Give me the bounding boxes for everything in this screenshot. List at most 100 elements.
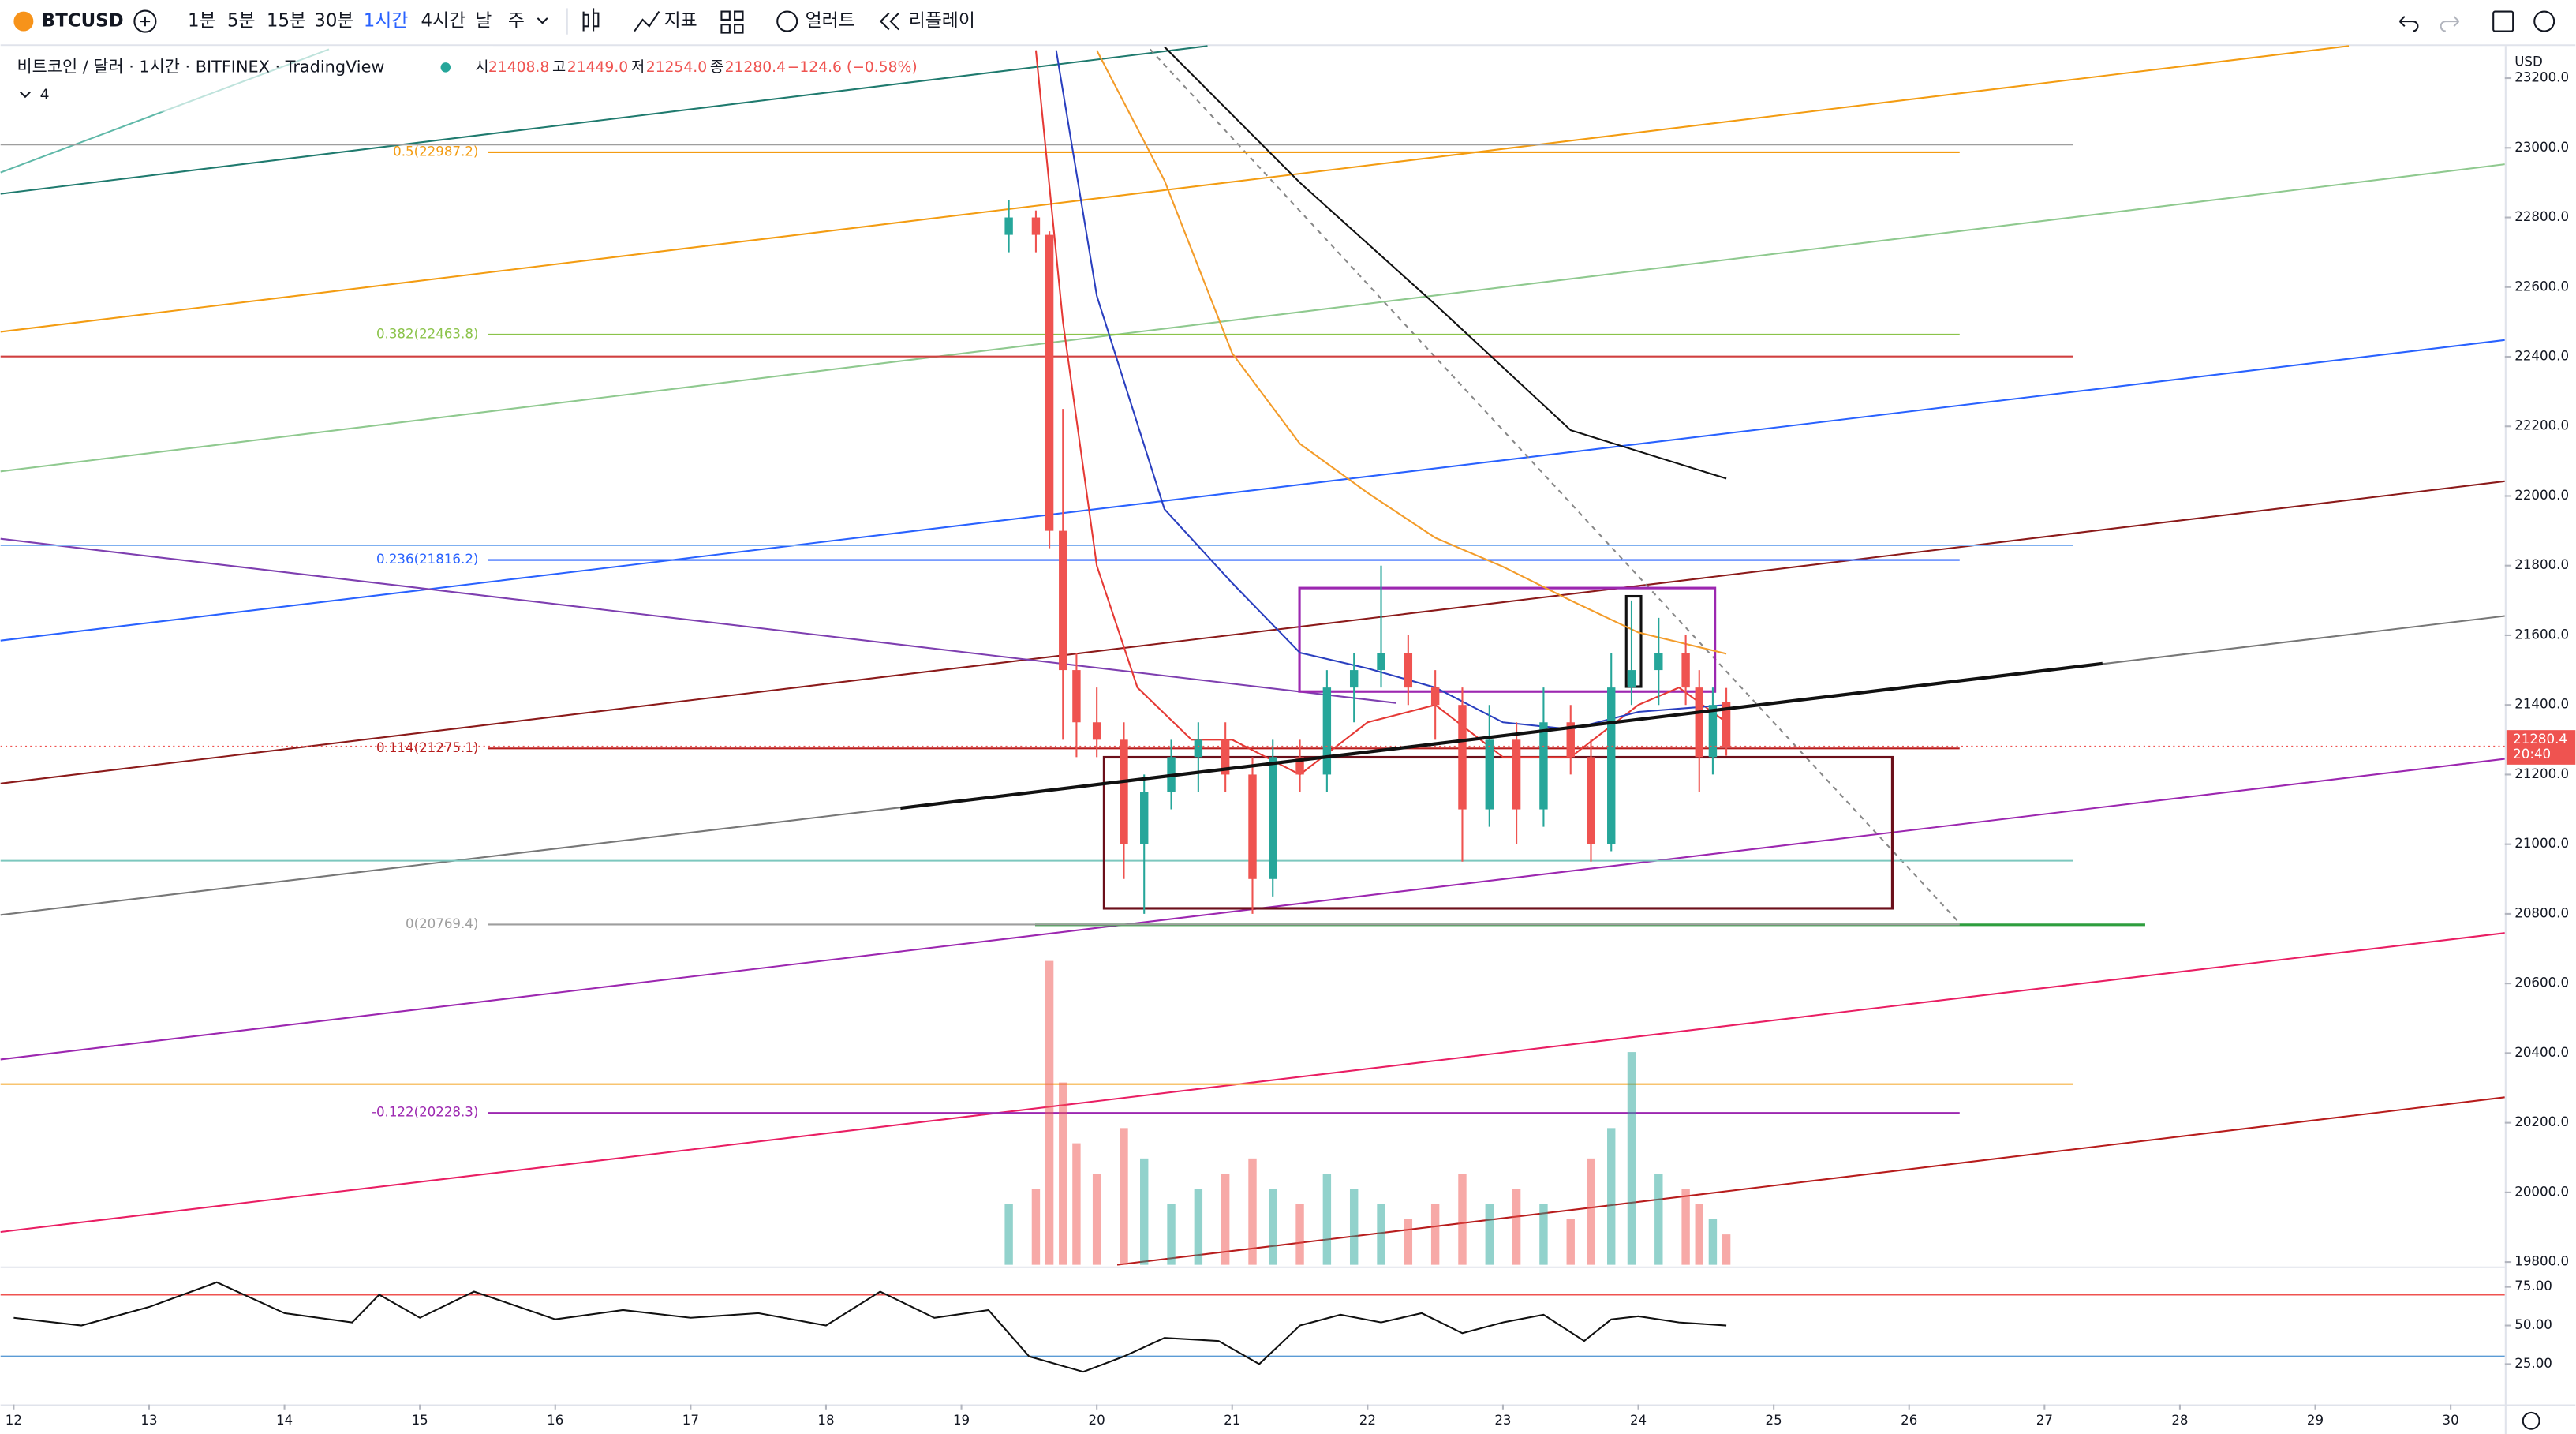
- indicators-icon[interactable]: [634, 10, 660, 32]
- symbol[interactable]: BTCUSD: [42, 11, 124, 32]
- candle-body: [1140, 792, 1149, 844]
- chart-type[interactable]: [582, 8, 600, 32]
- fib-label: 0.114(21275.1): [376, 740, 478, 755]
- candle-body: [1654, 653, 1663, 671]
- trend-line: [0, 45, 1208, 195]
- candle-body: [1566, 722, 1575, 758]
- y-tick-label: 20800.0: [2514, 905, 2569, 920]
- x-tick-label: 15: [412, 1413, 428, 1428]
- volume-bar: [1627, 1052, 1636, 1265]
- fullscreen[interactable]: [2492, 10, 2514, 32]
- replay[interactable]: 리플레이: [909, 11, 975, 32]
- ohlc-value: 21280.4: [725, 59, 786, 76]
- x-tick-label: 21: [1224, 1413, 1240, 1428]
- trend-line: [0, 339, 2505, 642]
- y-tick-label: 20600.0: [2514, 975, 2569, 990]
- x-tick-label: 13: [140, 1413, 157, 1428]
- trend-line: [1149, 48, 1961, 924]
- y-tick-label: 50.00: [2514, 1317, 2552, 1332]
- volume-bar: [1194, 1189, 1203, 1265]
- volume-bar: [1269, 1189, 1277, 1265]
- alert-icon[interactable]: [776, 10, 798, 32]
- x-tick-label: 17: [682, 1413, 699, 1428]
- volume-bar: [1607, 1128, 1616, 1265]
- symbol-icon[interactable]: [13, 11, 34, 32]
- candle-body: [1681, 653, 1690, 688]
- add-symbol[interactable]: [133, 9, 157, 33]
- trend-line: [0, 480, 2505, 784]
- ohlc-label: 저: [631, 59, 645, 76]
- x-tick-label: 26: [1901, 1413, 1917, 1428]
- undo[interactable]: [2398, 16, 2419, 32]
- volume-bar: [1092, 1174, 1101, 1265]
- trend-line: [0, 537, 1396, 704]
- volume-bar: [1004, 1204, 1013, 1265]
- interval[interactable]: 15분: [267, 11, 306, 32]
- interval[interactable]: 5분: [227, 11, 256, 32]
- chart-legend-title: 비트코인 / 달러 · 1시간 · BITFINEX · TradingView: [17, 57, 385, 76]
- last-price-tag: [2506, 730, 2576, 765]
- trend-line: [0, 45, 2350, 333]
- settings[interactable]: [2522, 1411, 2540, 1430]
- ohlc-change: −124.6 (−0.58%): [787, 59, 918, 76]
- indicators[interactable]: 지표: [664, 11, 697, 32]
- x-tick-label: 23: [1494, 1413, 1511, 1428]
- y-tick-label: 22000.0: [2514, 488, 2569, 503]
- x-tick-label: 14: [276, 1413, 293, 1428]
- volume-bar: [1404, 1219, 1413, 1265]
- interval[interactable]: 1시간: [364, 11, 409, 32]
- interval[interactable]: 날: [475, 11, 492, 32]
- fib-label: 0.236(21816.2): [376, 552, 478, 567]
- ohlc-label: 시: [475, 59, 488, 76]
- replay-icon[interactable]: [879, 12, 899, 31]
- fib-label: -0.122(20228.3): [372, 1105, 478, 1120]
- interval-menu[interactable]: [537, 17, 548, 24]
- volume-bar: [1458, 1174, 1467, 1265]
- candle-body: [1004, 217, 1013, 235]
- interval[interactable]: 1분: [188, 11, 216, 32]
- y-tick-label: 23200.0: [2514, 70, 2569, 85]
- layout-icon[interactable]: [720, 10, 744, 34]
- volume-bar: [1722, 1234, 1731, 1265]
- candle-body: [1295, 757, 1304, 775]
- last-price: 21280.4: [2513, 732, 2567, 747]
- ohlc-value: 21408.8: [488, 59, 549, 76]
- market-status: [440, 62, 451, 73]
- candle-body: [1269, 757, 1277, 879]
- x-tick-label: 16: [547, 1413, 563, 1428]
- candle-body: [1349, 670, 1359, 688]
- indicator-count[interactable]: 4: [40, 87, 50, 103]
- x-tick-label: 20: [1089, 1413, 1105, 1428]
- candle-body: [1045, 234, 1054, 531]
- candle-body: [1587, 757, 1595, 844]
- volume-bar: [1031, 1189, 1041, 1265]
- volume-bar: [1059, 1082, 1067, 1265]
- candle-body: [1708, 705, 1718, 758]
- legend-toggle[interactable]: [19, 91, 31, 99]
- volume-bar: [1512, 1189, 1521, 1265]
- volume-bar: [1295, 1204, 1304, 1265]
- x-tick-label: 12: [6, 1413, 22, 1428]
- snapshot[interactable]: [2533, 10, 2555, 32]
- x-tick-label: 30: [2443, 1413, 2459, 1428]
- x-tick-label: 24: [1630, 1413, 1647, 1428]
- fib-label: 0(20769.4): [406, 916, 478, 931]
- redo[interactable]: [2440, 16, 2460, 32]
- candle-body: [1072, 670, 1081, 723]
- last-time: 20:40: [2513, 747, 2551, 762]
- candle-body: [1607, 687, 1616, 844]
- y-tick-label: 22600.0: [2514, 279, 2569, 294]
- y-tick-label: 22800.0: [2514, 209, 2569, 224]
- interval[interactable]: 4시간: [421, 11, 466, 32]
- trend-line: [1116, 1096, 2505, 1266]
- volume-bar: [1695, 1204, 1703, 1265]
- interval[interactable]: 주: [508, 11, 525, 32]
- volume-bar: [1221, 1174, 1230, 1265]
- alert[interactable]: 얼러트: [806, 11, 855, 32]
- candle-body: [1377, 653, 1385, 671]
- volume-bar: [1654, 1174, 1663, 1265]
- volume-bar: [1167, 1204, 1176, 1265]
- interval[interactable]: 30분: [314, 11, 353, 32]
- y-tick-label: 19800.0: [2514, 1254, 2569, 1269]
- y-tick-label: 21000.0: [2514, 836, 2569, 851]
